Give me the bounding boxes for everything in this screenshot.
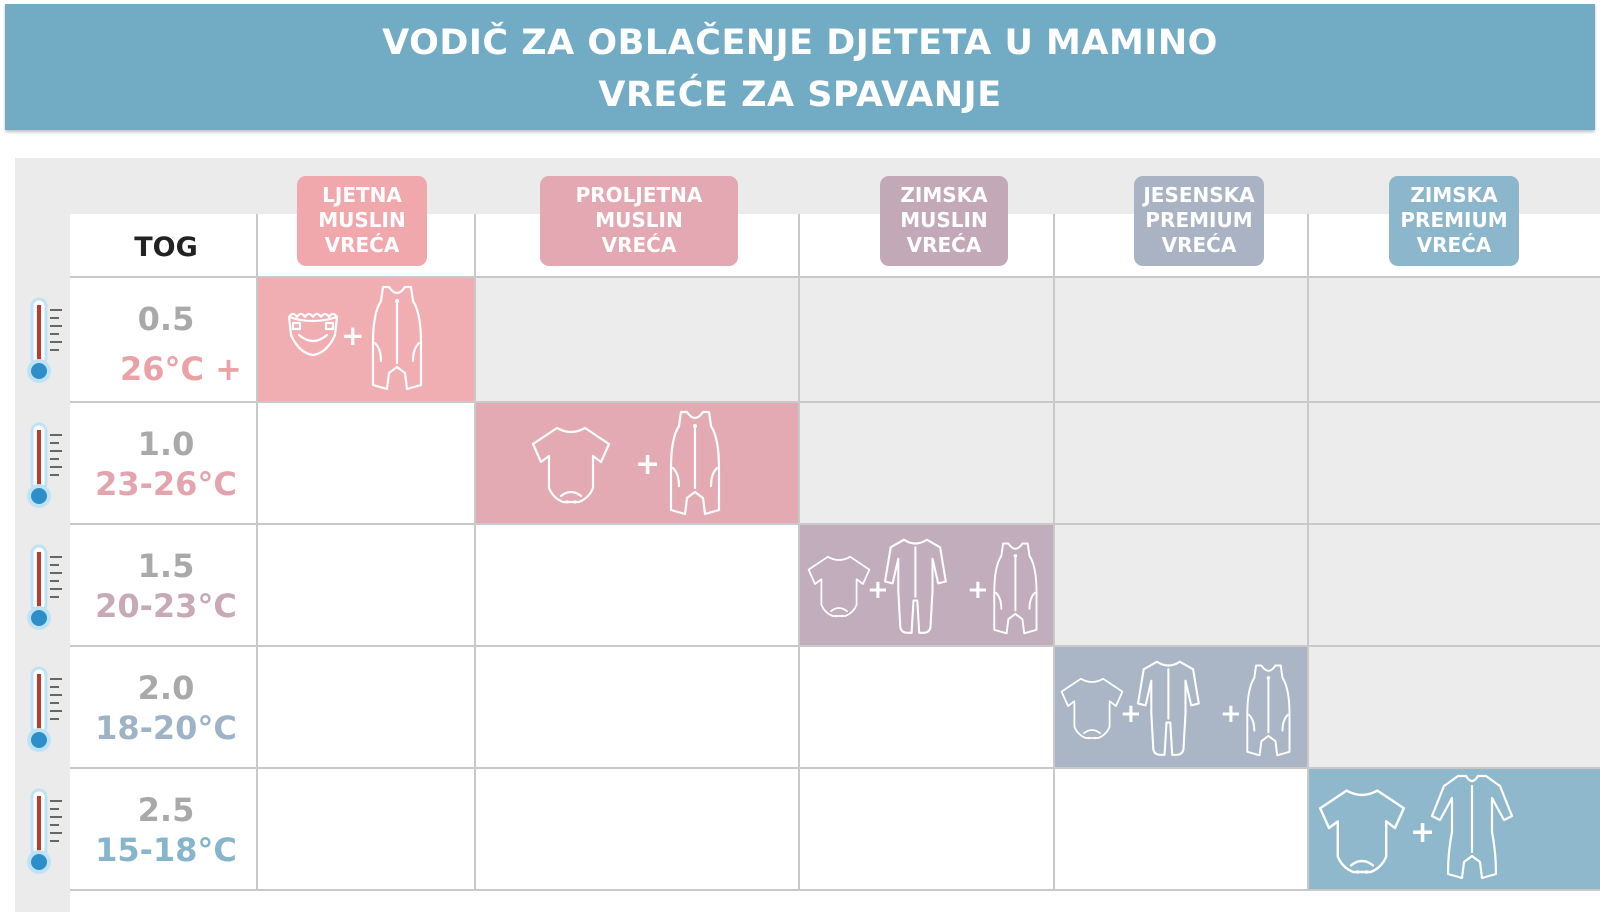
temperature-range: 23-26°C <box>95 465 237 503</box>
thermometer-icon <box>27 422 62 508</box>
table-cell <box>257 768 475 890</box>
table-cell <box>1308 402 1600 524</box>
row-label: 0.5 26°C + <box>70 299 262 389</box>
temperature-range: 18-20°C <box>95 709 237 747</box>
tog-value: 1.0 <box>137 425 195 463</box>
sleeping-bag-type-tab: LJETNA MUSLIN VREĆA <box>297 176 427 266</box>
table-cell <box>1054 768 1308 890</box>
row-divider <box>70 276 1600 278</box>
plus-sign: + <box>635 447 660 482</box>
sleeping-bag-type-tab: PROLJETNA MUSLIN VREĆA <box>540 176 738 266</box>
table-cell <box>257 402 475 524</box>
diaper-icon <box>287 312 339 357</box>
thermometer-icon <box>27 788 62 874</box>
title-line-2: VREĆE ZA SPAVANJE <box>598 75 1002 115</box>
row-divider <box>70 645 1600 647</box>
tog-value: 2.0 <box>137 669 195 707</box>
table-cell <box>799 402 1054 524</box>
thermometer-icon <box>27 544 62 630</box>
outfit-illustration: + + <box>1060 660 1291 757</box>
table-cell <box>475 768 799 890</box>
footed-onesie-icon <box>883 538 947 634</box>
plus-sign: + <box>867 575 889 605</box>
long-sleeve-sleepsuit-icon <box>1430 774 1514 880</box>
temperature-range: 15-18°C <box>95 831 237 869</box>
title-line-1: VODIČ ZA OBLAČENJE DJETETA U MAMINO <box>382 23 1218 63</box>
temperature-range: 26°C + <box>120 350 242 388</box>
plus-sign: + <box>341 319 364 352</box>
table-cell <box>1054 524 1308 646</box>
column-divider <box>1053 214 1055 890</box>
outfit-illustration: + + <box>807 538 1038 635</box>
row-label: 2.0 18-20°C <box>70 668 262 748</box>
table-cell <box>1054 402 1308 524</box>
thermometer-icon <box>27 297 62 383</box>
outfit-illustration: + <box>531 410 721 516</box>
temperature-range: 20-23°C <box>95 587 237 625</box>
table-cell <box>1308 524 1600 646</box>
plus-sign: + <box>967 575 989 605</box>
table-cell <box>1308 277 1600 402</box>
row-divider <box>70 401 1600 403</box>
plus-sign: + <box>1220 699 1242 729</box>
outfit-illustration: + <box>287 285 423 391</box>
table-cell <box>475 646 799 768</box>
sleeveless-sleepsuit-icon <box>993 542 1038 635</box>
column-divider <box>256 214 258 890</box>
table-cell <box>257 524 475 646</box>
tog-value: 0.5 <box>137 300 195 338</box>
bodysuit-icon <box>1318 789 1406 874</box>
sleeping-bag-type-tab: ZIMSKA PREMIUM VREĆA <box>1389 176 1519 266</box>
tog-value: 1.5 <box>137 547 195 585</box>
sleeveless-sleepsuit-icon <box>371 285 423 391</box>
row-label: 1.0 23-26°C <box>70 424 262 504</box>
bodysuit-icon <box>1060 677 1124 740</box>
outfit-cell <box>1308 768 1600 890</box>
bodysuit-icon <box>807 555 871 618</box>
row-label: 2.5 15-18°C <box>70 790 262 870</box>
outfit-cell <box>475 402 799 524</box>
plus-sign: + <box>1410 815 1435 850</box>
table-cell <box>1054 277 1308 402</box>
row-divider <box>70 523 1600 525</box>
table-cell <box>257 646 475 768</box>
footed-onesie-icon <box>1136 660 1200 756</box>
column-divider <box>474 214 476 890</box>
bodysuit-icon <box>531 426 611 504</box>
row-divider <box>70 767 1600 769</box>
table-cell <box>475 524 799 646</box>
table-cell <box>475 277 799 402</box>
tog-value: 2.5 <box>137 791 195 829</box>
table-cell <box>799 768 1054 890</box>
outfit-cell <box>1054 646 1308 768</box>
table-cell <box>799 277 1054 402</box>
table-cell <box>1308 646 1600 768</box>
row-divider <box>70 889 1600 891</box>
tog-column-header: TOG <box>134 232 198 263</box>
title-banner: VODIČ ZA OBLAČENJE DJETETA U MAMINO VREĆ… <box>5 4 1595 130</box>
sleeping-bag-type-tab: JESENSKA PREMIUM VREĆA <box>1134 176 1264 266</box>
plus-sign: + <box>1120 699 1142 729</box>
sleeveless-sleepsuit-icon <box>1246 664 1291 757</box>
table-cell <box>799 646 1054 768</box>
column-divider <box>798 214 800 890</box>
sleeping-bag-type-tab: ZIMSKA MUSLIN VREĆA <box>880 176 1008 266</box>
sleeveless-sleepsuit-icon <box>669 410 721 516</box>
outfit-illustration: + <box>1318 774 1514 880</box>
outfit-cell <box>799 524 1054 646</box>
column-divider <box>1307 214 1309 890</box>
row-label: 1.5 20-23°C <box>70 546 262 626</box>
thermometer-icon <box>27 666 62 752</box>
